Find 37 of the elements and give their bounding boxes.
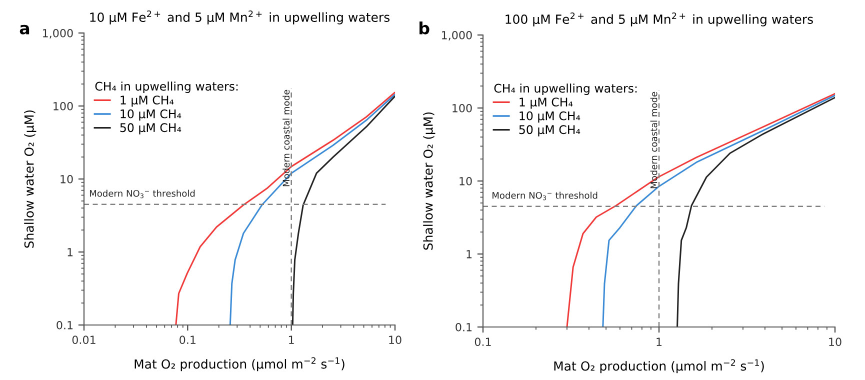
x-tick-label: 0.1 — [474, 338, 491, 346]
x-axis-title: Mat O₂ production (µmol m$^{−2}$ s$^{−1}$) — [134, 357, 344, 372]
legend-label: 50 µM CH₄ — [120, 123, 182, 134]
text: a — [20, 24, 30, 34]
y-axis-title: Shallow water O₂ (µM) — [423, 112, 436, 250]
y-tick-label: 1 — [466, 250, 472, 258]
y-tick-label: 10 — [460, 176, 472, 186]
x-axis-title: Mat O₂ production (µmol m$^{−2}$ s$^{−1}$) — [554, 359, 764, 374]
chart-title: 100 µM Fe$^{2+}$ and 5 µM Mn$^{2+}$ in upwelling waters — [506, 12, 813, 26]
ref-line-label: Modern coastal mode — [282, 90, 290, 186]
chart-title: 10 µM Fe$^{2+}$ and 5 µM Mn$^{2+}$ in upwelling waters — [90, 10, 390, 24]
y-tick-label: 0.1 — [456, 322, 472, 332]
ref-line-label: Modern NO$_{3}$$^{−}$ threshold — [90, 190, 195, 198]
y-axis-title: Shallow water O₂ (µM) — [24, 110, 36, 248]
y-tick-label: 10 — [60, 174, 73, 184]
x-tick-label: 10 — [389, 336, 402, 344]
legend-title: CH₄ in upwelling waters: — [494, 84, 637, 96]
ref-line-label: Modern NO$_{3}$$^{−}$ threshold — [492, 192, 598, 200]
legend-label: 50 µM CH₄ — [519, 125, 580, 136]
legend-label: 1 µM CH₄ — [120, 96, 174, 107]
x-tick-label: 10 — [829, 338, 842, 346]
x-tick-label: 1 — [289, 336, 294, 344]
ref-line-label: Modern coastal mode — [650, 92, 658, 188]
x-tick-label: 0.01 — [72, 336, 96, 344]
y-tick-label: 100 — [54, 102, 73, 110]
y-tick-label: 1,000 — [442, 30, 472, 41]
x-tick-label: 1 — [656, 338, 662, 346]
text: b — [420, 22, 430, 34]
y-tick-label: 100 — [452, 104, 472, 112]
legend-title: CH₄ in upwelling waters: — [95, 82, 238, 94]
y-tick-label: 1 — [68, 248, 73, 256]
x-tick-label: 0.1 — [180, 336, 196, 344]
y-tick-label: 1,000 — [42, 28, 73, 39]
legend-label: 10 µM CH₄ — [120, 109, 182, 121]
y-tick-label: 0.1 — [56, 320, 73, 330]
legend-label: 1 µM CH₄ — [520, 98, 573, 109]
legend-label: 10 µM CH₄ — [520, 111, 580, 123]
